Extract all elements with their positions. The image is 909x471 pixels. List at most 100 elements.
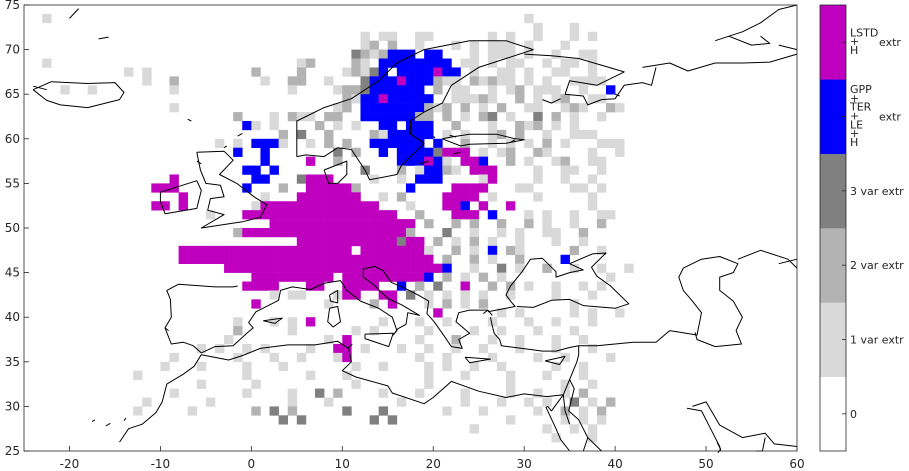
grid-cell [269, 263, 279, 273]
grid-cell [487, 210, 498, 220]
grid-cell [269, 317, 279, 327]
grid-cell [396, 103, 407, 113]
grid-cell [415, 67, 425, 77]
grid-cell [560, 379, 570, 389]
grid-cell [378, 228, 389, 238]
grid-cell [287, 85, 298, 95]
grid-cell [424, 76, 434, 86]
grid-cell [469, 183, 479, 193]
grid-cell [369, 94, 379, 104]
grid-cell [542, 129, 552, 140]
grid-cell [451, 245, 461, 256]
grid-cell [542, 263, 552, 273]
grid-cell [378, 388, 389, 398]
grid-cell [378, 245, 389, 256]
grid-cell [569, 103, 580, 113]
grid-cell [305, 112, 316, 122]
grid-cell [369, 254, 379, 264]
grid-cell [496, 49, 507, 59]
x-tick-label: 20 [426, 457, 441, 471]
grid-cell [396, 58, 407, 68]
grid-cell [315, 174, 325, 184]
coastline [614, 93, 620, 97]
grid-cell [233, 147, 243, 157]
grid-cell [305, 156, 316, 166]
grid-cell [496, 67, 507, 77]
grid-cell [469, 424, 479, 434]
grid-cell [242, 370, 252, 380]
grid-cell [351, 263, 361, 273]
grid-cell [478, 156, 489, 166]
grid-cell [515, 85, 525, 95]
grid-cell [587, 290, 598, 300]
grid-cell [569, 219, 580, 229]
grid-cell [333, 201, 343, 211]
grid-cell [42, 58, 52, 68]
grid-cell [196, 361, 207, 372]
grid-cell [378, 112, 389, 122]
grid-cell [378, 210, 389, 220]
grid-cell [478, 406, 489, 416]
grid-cell [124, 67, 134, 77]
grid-cell [442, 147, 452, 157]
grid-cell [278, 201, 289, 211]
grid-cell [478, 201, 489, 211]
grid-cell [451, 236, 461, 247]
grid-cell [369, 67, 379, 77]
grid-cell [451, 120, 461, 131]
grid-cell [433, 103, 443, 113]
grid-cell [151, 201, 161, 211]
grid-cell [442, 317, 452, 327]
grid-cell [405, 103, 416, 113]
grid-cell [478, 103, 489, 113]
grid-cell [469, 76, 479, 86]
grid-cell [524, 210, 534, 220]
grid-cell [505, 85, 516, 95]
x-tick-label: 0 [248, 457, 256, 471]
grid-cell [214, 245, 225, 256]
grid-cell [169, 85, 179, 95]
grid-cell [451, 183, 461, 193]
grid-cell [251, 263, 261, 273]
grid-cell [569, 397, 580, 407]
grid-cell [560, 254, 570, 264]
grid-cell [551, 49, 561, 59]
grid-cell [287, 254, 298, 264]
grid-cell [269, 228, 279, 238]
grid-cell [587, 94, 598, 104]
grid-cell [587, 58, 598, 68]
grid-cell [333, 210, 343, 220]
x-tick-label: -10 [151, 457, 171, 471]
y-tick-label: 30 [5, 399, 20, 413]
grid-cell [615, 308, 625, 318]
grid-cell [596, 210, 607, 220]
grid-cell [260, 192, 270, 202]
grid-cell [533, 192, 543, 202]
grid-cell [278, 210, 289, 220]
grid-cell [351, 361, 361, 372]
grid-cell [551, 236, 561, 247]
grid-cell [542, 210, 552, 220]
grid-cell [287, 263, 298, 273]
grid-cell [296, 290, 307, 300]
grid-cell [242, 281, 252, 291]
colorbar-stack-label: GPP [850, 83, 872, 96]
grid-cell [305, 201, 316, 211]
grid-cell [487, 120, 498, 131]
grid-cell [342, 406, 352, 416]
grid-cell [606, 85, 616, 95]
grid-cell [233, 245, 243, 256]
grid-cell [569, 76, 580, 86]
grid-cell [324, 210, 334, 220]
grid-cell [233, 326, 243, 336]
grid-cell [524, 219, 534, 229]
grid-cell [433, 67, 443, 77]
grid-cell [451, 219, 461, 229]
grid-cell [578, 361, 589, 372]
grid-cell [542, 147, 552, 157]
grid-cell [560, 174, 570, 184]
grid-cell [433, 76, 443, 86]
grid-cell [360, 76, 370, 86]
grid-cell [351, 210, 361, 220]
